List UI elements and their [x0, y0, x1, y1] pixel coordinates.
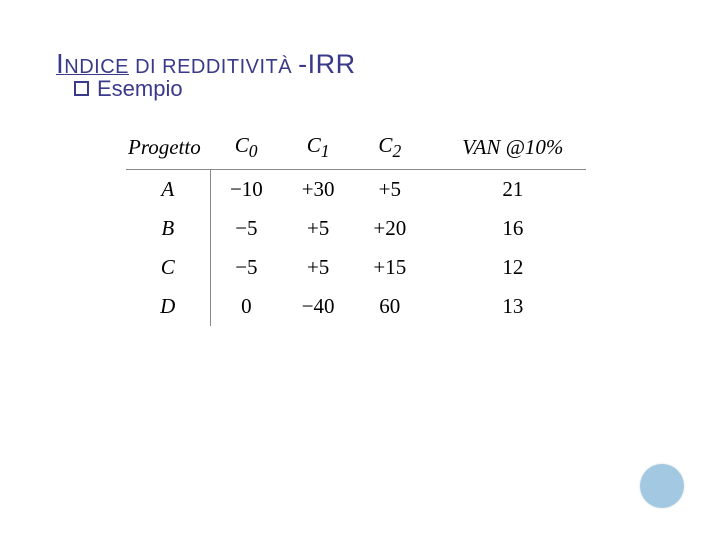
- cell-van: 12: [426, 248, 586, 287]
- cell-c2: +15: [354, 248, 426, 287]
- col-van-label: VAN @10%: [462, 135, 563, 159]
- col-c0-label: C: [235, 133, 249, 157]
- col-c2-label: C: [378, 133, 392, 157]
- cell-c0: −5: [210, 209, 282, 248]
- cell-c0: 0: [210, 287, 282, 326]
- project-table-wrap: Progetto C0 C1 C2 VAN @10% A −10 +30 +5 …: [126, 126, 586, 326]
- square-bullet-icon: [74, 81, 89, 96]
- col-c1-label: C: [307, 133, 321, 157]
- title-prefix-small: NDICE: [64, 56, 129, 78]
- subtitle-text: Esempio: [97, 76, 183, 101]
- title-mid: DI REDDITIVITÀ: [129, 56, 298, 78]
- row-label: D: [126, 287, 210, 326]
- table-row: B −5 +5 +20 16: [126, 209, 586, 248]
- col-c1: C1: [282, 126, 354, 170]
- table-row: C −5 +5 +15 12: [126, 248, 586, 287]
- table-row: A −10 +30 +5 21: [126, 170, 586, 210]
- project-table: Progetto C0 C1 C2 VAN @10% A −10 +30 +5 …: [126, 126, 586, 326]
- col-c1-sub: 1: [321, 141, 330, 161]
- row-label: A: [126, 170, 210, 210]
- row-label: B: [126, 209, 210, 248]
- row-label: C: [126, 248, 210, 287]
- col-van: VAN @10%: [426, 126, 586, 170]
- table-row: D 0 −40 60 13: [126, 287, 586, 326]
- col-progetto: Progetto: [126, 126, 210, 170]
- cell-c2: 60: [354, 287, 426, 326]
- col-c0-sub: 0: [249, 141, 258, 161]
- cell-c1: +30: [282, 170, 354, 210]
- cell-van: 13: [426, 287, 586, 326]
- table-body: A −10 +30 +5 21 B −5 +5 +20 16 C −5 +5 +…: [126, 170, 586, 327]
- cell-c1: +5: [282, 209, 354, 248]
- cell-c0: −10: [210, 170, 282, 210]
- decorative-dot-icon: [640, 464, 684, 508]
- col-progetto-label: Progetto: [128, 135, 201, 159]
- cell-c0: −5: [210, 248, 282, 287]
- col-c0: C0: [210, 126, 282, 170]
- cell-c1: −40: [282, 287, 354, 326]
- cell-c2: +20: [354, 209, 426, 248]
- cell-c1: +5: [282, 248, 354, 287]
- cell-van: 16: [426, 209, 586, 248]
- col-c2: C2: [354, 126, 426, 170]
- slide-title-block: INDICE DI REDDITIVITÀ -IRR Esempio: [56, 48, 356, 102]
- title-suffix: -IRR: [298, 49, 356, 79]
- col-c2-sub: 2: [392, 141, 401, 161]
- cell-van: 21: [426, 170, 586, 210]
- cell-c2: +5: [354, 170, 426, 210]
- table-header-row: Progetto C0 C1 C2 VAN @10%: [126, 126, 586, 170]
